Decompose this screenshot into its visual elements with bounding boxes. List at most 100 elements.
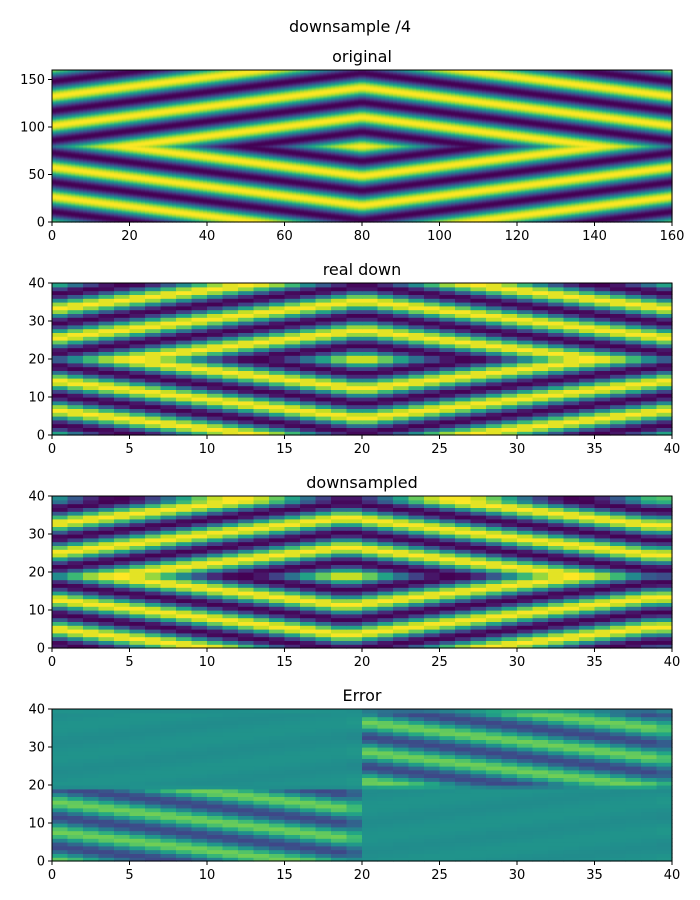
heatmap-cell <box>365 218 371 220</box>
heatmap-cell <box>218 217 224 219</box>
heatmap-cell <box>660 219 665 221</box>
heatmap-cell <box>590 208 596 211</box>
heatmap-cell <box>272 210 278 213</box>
heatmap-cell <box>447 213 452 215</box>
heatmap-cell <box>210 210 216 213</box>
heatmap-cell <box>420 209 425 212</box>
heatmap-cell <box>75 220 80 222</box>
heatmap-cell <box>625 215 630 217</box>
heatmap-cell <box>207 219 212 221</box>
heatmap-cell <box>509 208 514 211</box>
heatmap-cell <box>152 208 158 211</box>
heatmap-cell <box>439 217 444 219</box>
heatmap-cell <box>94 208 100 211</box>
heatmap-cell <box>156 211 162 214</box>
heatmap-cell <box>528 212 534 215</box>
heatmap-cell <box>117 220 123 222</box>
heatmap-cell <box>199 208 204 211</box>
heatmap-cell <box>210 220 216 222</box>
heatmap-cell <box>102 220 107 222</box>
heatmap-cell <box>315 212 320 215</box>
heatmap-cell <box>59 207 65 210</box>
heatmap-cell <box>431 212 437 215</box>
heatmap-cell <box>245 213 251 215</box>
heatmap-cell <box>71 210 76 213</box>
heatmap-cell <box>102 214 107 216</box>
heatmap-cell <box>94 217 100 219</box>
heatmap-cell <box>664 209 669 212</box>
heatmap-cell <box>191 214 196 216</box>
heatmap-cell <box>396 210 402 213</box>
heatmap-cell <box>160 211 165 214</box>
heatmap-cell <box>203 207 208 210</box>
heatmap-cell <box>187 218 193 220</box>
heatmap-cell <box>656 217 661 219</box>
heatmap-cell <box>67 214 72 216</box>
heatmap-cell <box>548 219 553 221</box>
heatmap-cell <box>172 208 177 211</box>
heatmap-cell <box>265 211 270 214</box>
heatmap-cell <box>416 208 421 211</box>
heatmap-cell <box>195 209 200 212</box>
heatmap-cell <box>117 218 123 220</box>
heatmap-cell <box>83 215 88 217</box>
heatmap-cell <box>389 217 394 219</box>
heatmap-cell <box>443 219 448 221</box>
heatmap-cell <box>408 219 413 221</box>
heatmap-cell <box>145 209 150 212</box>
heatmap-cell <box>238 214 243 216</box>
heatmap-cell <box>245 209 251 212</box>
heatmap-cell <box>532 216 537 218</box>
heatmap-cell <box>253 208 258 211</box>
heatmap-cell <box>559 209 565 212</box>
heatmap-cell <box>83 218 88 220</box>
heatmap-cell <box>571 210 576 213</box>
heatmap-cell <box>245 215 251 217</box>
heatmap-cell <box>292 214 297 216</box>
heatmap-cell <box>152 207 158 210</box>
heatmap-cell <box>288 209 293 212</box>
heatmap-cell <box>234 219 239 221</box>
heatmap-cell <box>381 213 386 215</box>
heatmap-cell <box>621 211 627 214</box>
heatmap-cell <box>606 215 611 217</box>
heatmap-cell <box>137 218 142 220</box>
heatmap-cell <box>540 209 545 212</box>
heatmap-cell <box>431 218 437 220</box>
heatmap-cell <box>86 210 92 213</box>
heatmap-cell <box>354 213 359 215</box>
heatmap-cell <box>187 220 193 222</box>
heatmap-cell <box>563 218 568 220</box>
heatmap-cell <box>373 217 379 219</box>
heatmap-cell <box>582 219 588 221</box>
heatmap-cell <box>121 209 127 212</box>
heatmap-cell <box>644 218 650 220</box>
heatmap-cell <box>610 220 615 222</box>
heatmap-cell <box>420 208 425 211</box>
heatmap-cell <box>377 211 382 214</box>
heatmap-cell <box>222 214 227 216</box>
heatmap-cell <box>106 212 111 215</box>
heatmap-cell <box>393 216 398 218</box>
heatmap-cell <box>226 213 231 215</box>
heatmap-cell <box>466 216 472 218</box>
heatmap-cell <box>579 208 584 211</box>
heatmap-cell <box>114 211 119 214</box>
heatmap-cell <box>133 211 138 214</box>
heatmap-cell <box>524 212 530 215</box>
heatmap-cell <box>427 216 433 218</box>
heatmap-cell <box>416 219 421 221</box>
heatmap-cell <box>373 208 379 211</box>
heatmap-cell <box>179 214 185 216</box>
heatmap-cell <box>284 208 289 211</box>
heatmap-cell <box>369 214 375 216</box>
heatmap-cell <box>486 216 491 218</box>
heatmap-cell <box>354 220 359 222</box>
heatmap-cell <box>381 211 386 214</box>
heatmap-cell <box>125 209 131 212</box>
heatmap-cell <box>563 209 568 212</box>
heatmap-cell <box>668 213 673 215</box>
heatmap-cell <box>346 210 351 213</box>
heatmap-cell <box>652 210 658 213</box>
heatmap-cell <box>300 215 305 217</box>
